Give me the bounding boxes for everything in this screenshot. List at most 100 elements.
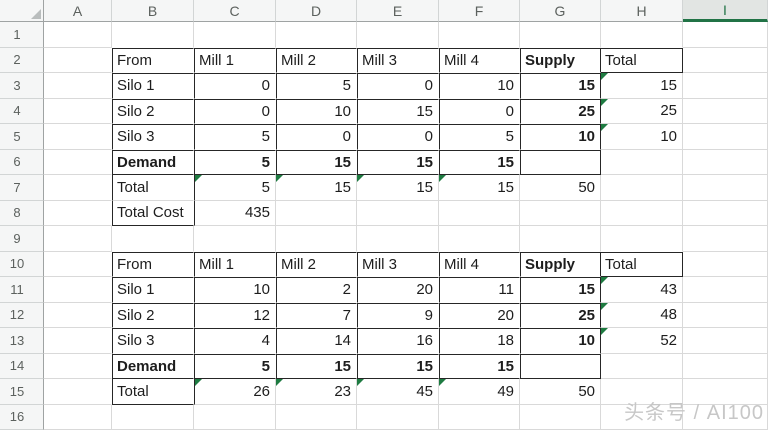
cell-C3[interactable]: 0 [194, 73, 276, 99]
column-header-B[interactable]: B [112, 0, 194, 22]
cell-F16[interactable] [439, 404, 520, 430]
select-all-button[interactable] [0, 0, 44, 22]
cell-E1[interactable] [357, 22, 439, 48]
column-header-C[interactable]: C [194, 0, 276, 22]
cell-I5[interactable] [683, 124, 768, 150]
row-header-5[interactable]: 5 [0, 124, 44, 150]
cell-B10[interactable]: From [112, 251, 194, 277]
cell-A3[interactable] [44, 73, 112, 99]
cell-I12[interactable] [683, 302, 768, 328]
cell-F15[interactable]: 49 [439, 379, 520, 405]
cell-E4[interactable]: 15 [357, 98, 439, 124]
cell-D11[interactable]: 2 [276, 277, 357, 303]
cell-D2[interactable]: Mill 2 [276, 47, 357, 73]
column-header-F[interactable]: F [439, 0, 520, 22]
cell-F8[interactable] [439, 200, 520, 226]
cell-G8[interactable] [520, 200, 601, 226]
cell-B7[interactable]: Total [112, 175, 194, 201]
cell-E8[interactable] [357, 200, 439, 226]
cell-C16[interactable] [194, 404, 276, 430]
cell-B6[interactable]: Demand [112, 149, 194, 175]
row-header-11[interactable]: 11 [0, 277, 44, 303]
cell-B14[interactable]: Demand [112, 353, 194, 379]
cell-H3[interactable]: 15 [601, 73, 683, 99]
cell-G4[interactable]: 25 [520, 98, 601, 124]
cell-A1[interactable] [44, 22, 112, 48]
cell-B2[interactable]: From [112, 47, 194, 73]
row-header-9[interactable]: 9 [0, 226, 44, 252]
cell-H9[interactable] [601, 226, 683, 252]
cell-B9[interactable] [112, 226, 194, 252]
cell-B12[interactable]: Silo 2 [112, 302, 194, 328]
row-header-4[interactable]: 4 [0, 98, 44, 124]
cell-B13[interactable]: Silo 3 [112, 328, 194, 354]
cell-A2[interactable] [44, 48, 112, 73]
cell-I1[interactable] [683, 22, 768, 48]
cell-F12[interactable]: 20 [439, 302, 520, 328]
cell-E2[interactable]: Mill 3 [357, 47, 439, 73]
cell-C14[interactable]: 5 [194, 353, 276, 379]
cell-A10[interactable] [44, 252, 112, 277]
cell-B1[interactable] [112, 22, 194, 48]
row-header-2[interactable]: 2 [0, 47, 44, 73]
row-header-15[interactable]: 15 [0, 379, 44, 405]
cell-G9[interactable] [520, 226, 601, 252]
cell-I4[interactable] [683, 98, 768, 124]
cell-B8[interactable]: Total Cost [112, 200, 194, 226]
cell-I7[interactable] [683, 175, 768, 201]
cell-A16[interactable] [44, 404, 112, 430]
cell-E5[interactable]: 0 [357, 124, 439, 150]
cell-B4[interactable]: Silo 2 [112, 98, 194, 124]
cell-C11[interactable]: 10 [194, 277, 276, 303]
cell-F7[interactable]: 15 [439, 175, 520, 201]
cell-E12[interactable]: 9 [357, 302, 439, 328]
cell-A11[interactable] [44, 277, 112, 303]
row-header-14[interactable]: 14 [0, 353, 44, 379]
cell-C8[interactable]: 435 [194, 200, 276, 226]
cell-I3[interactable] [683, 73, 768, 99]
cell-G1[interactable] [520, 22, 601, 48]
cell-B15[interactable]: Total [112, 379, 194, 405]
cell-D1[interactable] [276, 22, 357, 48]
column-header-D[interactable]: D [276, 0, 357, 22]
cell-D3[interactable]: 5 [276, 73, 357, 99]
cell-I10[interactable] [683, 251, 768, 277]
cell-H11[interactable]: 43 [601, 277, 683, 303]
cell-F5[interactable]: 5 [439, 124, 520, 150]
cell-F13[interactable]: 18 [439, 328, 520, 354]
cell-H15[interactable] [601, 379, 683, 405]
cell-D16[interactable] [276, 404, 357, 430]
cell-H14[interactable] [601, 353, 683, 379]
cell-H2[interactable]: Total [601, 47, 683, 73]
cell-C15[interactable]: 26 [194, 379, 276, 405]
cell-F2[interactable]: Mill 4 [439, 47, 520, 73]
cell-F6[interactable]: 15 [439, 149, 520, 175]
row-header-7[interactable]: 7 [0, 175, 44, 201]
cell-A5[interactable] [44, 124, 112, 150]
cell-H6[interactable] [601, 149, 683, 175]
cell-C9[interactable] [194, 226, 276, 252]
cell-D10[interactable]: Mill 2 [276, 251, 357, 277]
cell-D13[interactable]: 14 [276, 328, 357, 354]
cell-D6[interactable]: 15 [276, 149, 357, 175]
cell-I9[interactable] [683, 226, 768, 252]
cell-G16[interactable] [520, 404, 601, 430]
cell-A7[interactable] [44, 175, 112, 201]
cell-C12[interactable]: 12 [194, 302, 276, 328]
cell-A15[interactable] [44, 379, 112, 405]
cell-I2[interactable] [683, 47, 768, 73]
cell-C6[interactable]: 5 [194, 149, 276, 175]
cell-E13[interactable]: 16 [357, 328, 439, 354]
row-header-16[interactable]: 16 [0, 404, 44, 430]
cell-A12[interactable] [44, 303, 112, 328]
cell-A8[interactable] [44, 201, 112, 226]
cell-H8[interactable] [601, 200, 683, 226]
cell-A9[interactable] [44, 226, 112, 252]
cell-F14[interactable]: 15 [439, 353, 520, 379]
cell-G3[interactable]: 15 [520, 73, 601, 99]
cell-E9[interactable] [357, 226, 439, 252]
cell-D12[interactable]: 7 [276, 302, 357, 328]
cell-D5[interactable]: 0 [276, 124, 357, 150]
cell-G10[interactable]: Supply [520, 251, 601, 277]
cell-I14[interactable] [683, 353, 768, 379]
